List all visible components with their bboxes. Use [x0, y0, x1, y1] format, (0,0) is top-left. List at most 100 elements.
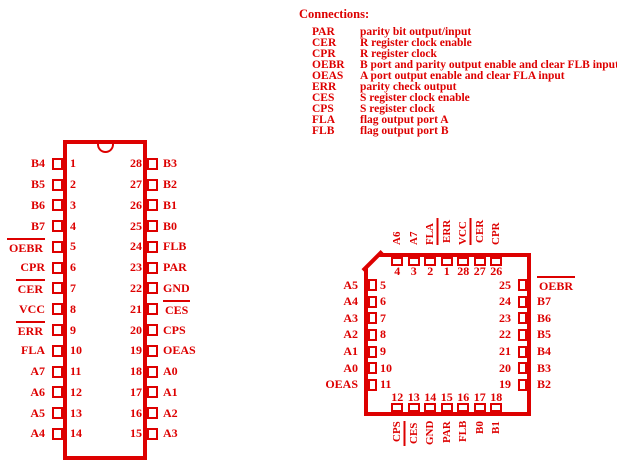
signal-name: CES [312, 92, 335, 104]
pin-label: B3 [537, 360, 552, 375]
pin-label: B7 [30, 218, 45, 233]
pin-label: B7 [537, 294, 552, 309]
dip-right-labels: B3 B2 B1 B0 FLB PAR GND CES CPS OEAS A0 … [163, 154, 215, 445]
pin-number: 7 [70, 280, 76, 295]
pin-label: PAR [440, 421, 453, 443]
pin-label: VCC [19, 301, 45, 316]
pin-box [147, 365, 158, 378]
legend-row: PAR parity bit output/input [312, 26, 617, 38]
pin-label: A0 [343, 360, 358, 375]
pin-box [518, 378, 527, 391]
pin-number: 17 [130, 384, 142, 399]
pin-box [457, 403, 469, 412]
signal-description: flag output port A [360, 114, 449, 126]
pin-label: B3 [163, 156, 178, 171]
pin-label: B2 [163, 177, 178, 192]
pin-label: FLB [457, 421, 469, 443]
pin-number: 6 [380, 294, 386, 309]
pin-box [147, 303, 158, 316]
pin-number: 5 [70, 239, 76, 254]
pin-box [490, 403, 502, 412]
pin-box [518, 279, 527, 291]
pin-box [147, 240, 158, 253]
signal-description: R register clock enable [360, 37, 472, 49]
signal-description: parity check output [360, 81, 457, 93]
pin-label: B6 [537, 310, 552, 325]
signal-name: ERR [312, 81, 337, 93]
pin-label: B1 [163, 197, 178, 212]
pin-label: A7 [407, 231, 420, 245]
pin-label: A3 [163, 426, 178, 441]
plcc-bottom-pin-numbers: 12 13 14 15 16 17 18 [389, 391, 505, 403]
pin-number: 1 [70, 156, 76, 171]
pin-number: 2 [427, 264, 434, 278]
pin-box [490, 257, 502, 266]
pin-label: A5 [343, 277, 358, 292]
pin-number: 3 [410, 264, 417, 278]
pin-number: 4 [70, 218, 76, 233]
pin-box [52, 199, 63, 212]
pin-box [424, 403, 436, 412]
pin-box [52, 427, 63, 440]
pin-box [518, 295, 527, 308]
pin-box [440, 403, 453, 412]
pin-label: B0 [163, 218, 178, 233]
pin-number: 10 [70, 343, 82, 358]
pin-box [518, 312, 527, 325]
signal-description: S register clock enable [360, 92, 470, 104]
pin-box [147, 178, 158, 191]
pin-box [147, 282, 158, 295]
plcc-top-pin-numbers: 4 3 2 1 28 27 26 [389, 265, 505, 277]
pin-number: 10 [380, 360, 392, 375]
pin-number: 19 [130, 343, 142, 358]
pin-label: FLB [163, 239, 187, 254]
pin-label: B4 [537, 344, 552, 359]
pin-label: A5 [30, 405, 45, 420]
signal-name: CPR [312, 48, 336, 60]
pin-label: A1 [163, 384, 178, 399]
signal-description: flag output port B [360, 125, 449, 137]
pin-number: 15 [130, 426, 142, 441]
pin-label: FLA [21, 343, 45, 358]
pin-number: 28 [457, 264, 470, 278]
legend-row: FLB flag output port B [312, 125, 617, 137]
dip-left-labels: B4 B5 B6 B7 OEBR CPR CER VCC ERR FLA A7 … [0, 154, 45, 445]
legend-row: FLA flag output port A [312, 114, 617, 126]
pin-number: 14 [424, 390, 437, 404]
signal-name: FLB [312, 125, 335, 137]
pin-box [52, 261, 63, 274]
pin-number: 9 [380, 344, 386, 359]
pin-label: A6 [391, 231, 403, 245]
pin-number: 20 [130, 322, 142, 337]
pin-number: 26 [130, 197, 142, 212]
pin-number: 20 [499, 360, 511, 375]
pin-label: B2 [537, 377, 552, 392]
pin-number: 12 [70, 384, 82, 399]
plcc-right-pin-boxes [518, 279, 527, 391]
pin-box [457, 257, 469, 266]
pin-label: B5 [537, 327, 552, 342]
pin-number: 16 [130, 405, 142, 420]
pin-label: CES [163, 299, 215, 320]
dip-right-pin-boxes [147, 154, 158, 445]
signal-name: CER [312, 37, 337, 49]
plcc-bottom-labels: CPS CES GND PAR FLB B0 B1 [389, 421, 505, 466]
signal-name: OEAS [312, 70, 344, 82]
pin-box [147, 386, 158, 399]
pin-number: 16 [457, 390, 470, 404]
pin-number: 18 [130, 364, 142, 379]
pin-box [473, 257, 486, 266]
pin-label: ERR [436, 193, 456, 245]
pin-number: 13 [70, 405, 82, 420]
pin-label: B0 [473, 421, 486, 434]
plcc-right-labels: OEBR B7 B6 B5 B4 B3 B2 [537, 276, 607, 394]
pin-box [147, 199, 158, 212]
plcc-right-pin-numbers: 25 24 23 22 21 20 19 [485, 277, 511, 394]
pin-box [52, 407, 63, 420]
pin-number: 7 [380, 310, 386, 325]
pin-number: 4 [394, 264, 401, 278]
pin-box [368, 328, 377, 341]
pin-label: A7 [30, 364, 45, 379]
pin-number: 8 [70, 301, 76, 316]
pin-label: A6 [30, 384, 45, 399]
